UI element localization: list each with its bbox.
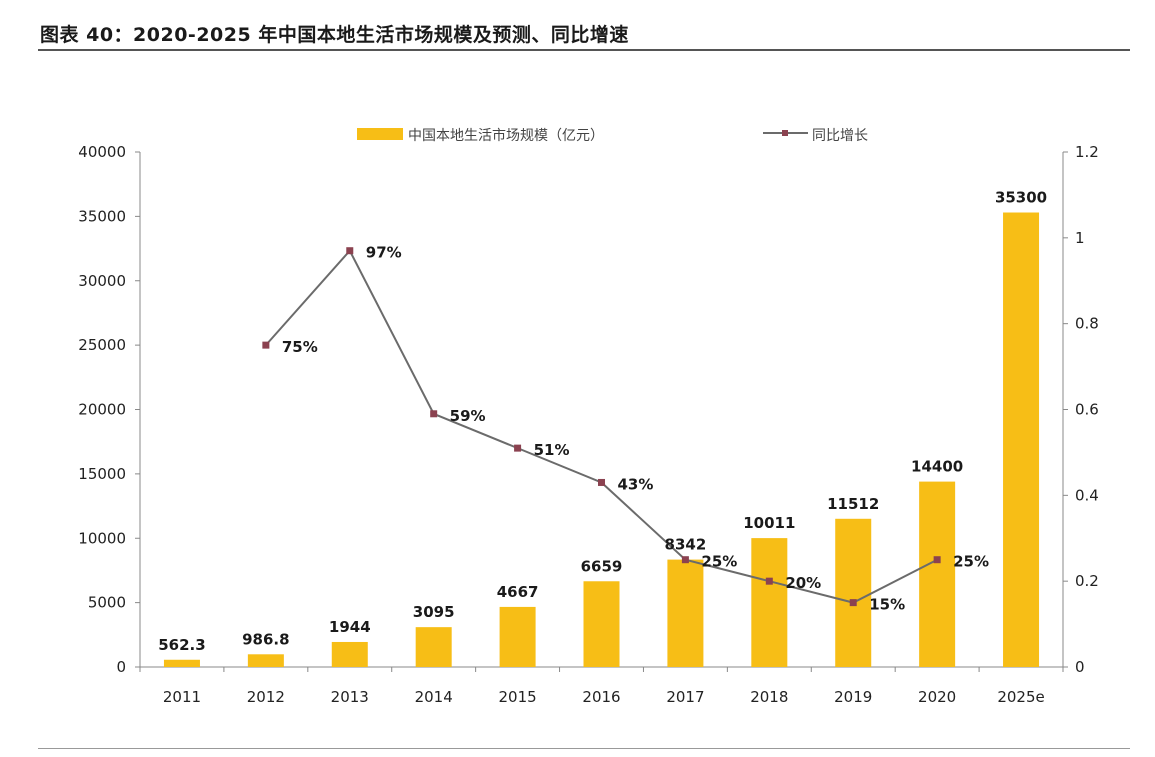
- y-left-tick-label: 10000: [78, 529, 126, 547]
- legend-bar-swatch: [357, 128, 403, 140]
- bar-value-label: 562.3: [158, 636, 205, 654]
- y-right-tick-label: 1.2: [1075, 143, 1099, 161]
- data-labels: 562.3 986.8 1944 3095 4667 6659 8342 10011 11512…: [158, 189, 1047, 654]
- y-right-tick-label: 0.2: [1075, 572, 1099, 590]
- y-right-tick-label: 0.6: [1075, 401, 1099, 419]
- legend-line-label: 同比增长: [812, 128, 868, 144]
- growth-point: [765, 577, 773, 585]
- bar-value-label: 10011: [743, 514, 795, 532]
- bar-2012: [247, 654, 284, 667]
- growth-value-label: 43%: [618, 475, 654, 493]
- growth-value-label: 75%: [282, 338, 318, 356]
- bar-value-label: 986.8: [242, 630, 289, 648]
- bar-value-label: 6659: [581, 557, 623, 575]
- x-tick-label: 2025e: [997, 688, 1044, 706]
- bar-value-label: 3095: [413, 603, 455, 621]
- growth-point: [849, 599, 857, 607]
- bar-value-label: 35300: [995, 189, 1047, 207]
- growth-value-label: 20%: [785, 574, 821, 592]
- bar-value-label: 1944: [329, 618, 371, 636]
- x-tick-label: 2016: [582, 688, 620, 706]
- growth-point: [430, 410, 438, 418]
- y-left-tick-label: 25000: [78, 336, 126, 354]
- bar-2013: [331, 641, 368, 667]
- growth-value-label: 51%: [534, 441, 570, 459]
- growth-point: [346, 247, 354, 255]
- x-tick-label: 2014: [415, 688, 453, 706]
- bar-2018: [751, 538, 788, 667]
- bar-value-label: 4667: [497, 583, 539, 601]
- bar-value-label: 8342: [665, 536, 707, 554]
- bar-value-label: 11512: [827, 495, 879, 513]
- legend: 中国本地生活市场规模（亿元） 同比增长: [357, 127, 868, 144]
- bar-value-label: 14400: [911, 458, 963, 476]
- y-right-tick-label: 1: [1075, 229, 1085, 247]
- title-rule: [38, 49, 1130, 51]
- bar-2015: [499, 606, 536, 667]
- figure-title: 图表 40：2020-2025 年中国本地生活市场规模及预测、同比增速: [40, 24, 629, 46]
- axes: 0 5000 10000 15000 20000 25000 30000 35000 40000…: [78, 143, 1099, 706]
- growth-value-label: 25%: [953, 553, 989, 571]
- growth-point: [514, 444, 522, 452]
- y-right-tick-label: 0: [1075, 658, 1085, 676]
- x-tick-label: 2013: [331, 688, 369, 706]
- x-tick-label: 2020: [918, 688, 956, 706]
- growth-value-label: 25%: [701, 553, 737, 571]
- y-right-tick-label: 0.4: [1075, 486, 1099, 504]
- y-left-tick-label: 30000: [78, 272, 126, 290]
- growth-value-label: 97%: [366, 244, 402, 262]
- x-tick-label: 2019: [834, 688, 872, 706]
- growth-value-label: 15%: [869, 596, 905, 614]
- growth-line: [262, 247, 941, 607]
- growth-point: [933, 556, 941, 564]
- y-right-tick-label: 0.8: [1075, 315, 1099, 333]
- y-left-tick-label: 0: [116, 658, 126, 676]
- bar-2016: [583, 581, 620, 667]
- growth-point: [681, 556, 689, 564]
- y-left-tick-label: 35000: [78, 207, 126, 225]
- x-tick-label: 2011: [163, 688, 201, 706]
- y-left-tick-label: 40000: [78, 143, 126, 161]
- bar-2025e: [1003, 212, 1040, 667]
- bar-2020: [919, 481, 956, 667]
- growth-value-label: 59%: [450, 407, 486, 425]
- bar-2011: [163, 659, 200, 667]
- bars: [163, 212, 1040, 667]
- x-tick-label: 2012: [247, 688, 285, 706]
- y-left-tick-label: 15000: [78, 465, 126, 483]
- legend-line-marker: [782, 130, 788, 136]
- bar-2017: [667, 559, 704, 667]
- x-tick-label: 2015: [498, 688, 536, 706]
- growth-point: [598, 478, 605, 486]
- x-tick-label: 2017: [666, 688, 704, 706]
- y-left-tick-label: 5000: [88, 594, 126, 612]
- y-left-tick-label: 20000: [78, 401, 126, 419]
- footer-rule: [38, 748, 1130, 749]
- legend-bar-label: 中国本地生活市场规模（亿元）: [408, 127, 604, 144]
- bar-2014: [415, 627, 452, 667]
- growth-point: [262, 341, 270, 349]
- bar-2019: [835, 518, 872, 667]
- x-tick-label: 2018: [750, 688, 788, 706]
